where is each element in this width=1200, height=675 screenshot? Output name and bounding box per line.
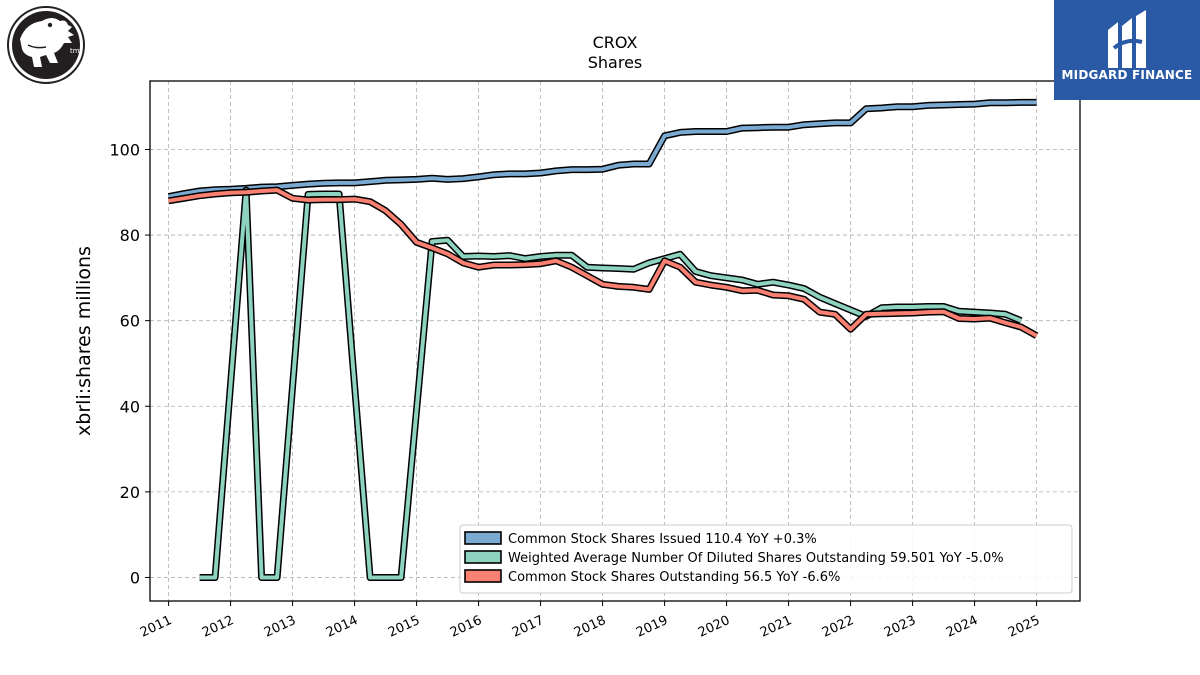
grid [150, 81, 1080, 601]
x-tick-label: 2016 [448, 613, 484, 641]
legend-label: Weighted Average Number Of Diluted Share… [508, 551, 1004, 566]
y-tick-label: 40 [120, 397, 140, 416]
y-tick-label: 60 [120, 312, 140, 331]
x-tick-label: 2015 [386, 613, 422, 641]
crocodile-logo-icon: tm [7, 6, 85, 84]
trademark-mark: tm [70, 47, 80, 55]
x-tick-label: 2019 [634, 613, 670, 641]
y-tick-label: 100 [109, 140, 140, 159]
legend-swatch [464, 531, 502, 545]
x-axis: 2011 2012 2013 2014 2015 2016 2017 2018 2019 2020… [138, 601, 1042, 641]
legend: Common Stock Shares Issued 110.4 YoY +0.… [459, 524, 1073, 594]
legend-swatch [464, 569, 502, 583]
brand-logo: MIDGARD FINANCE [1054, 0, 1200, 100]
legend-swatch [464, 550, 502, 564]
x-tick-label: 2021 [758, 613, 794, 641]
x-tick-label: 2020 [696, 613, 732, 641]
x-tick-label: 2012 [200, 613, 236, 641]
y-tick-label: 80 [120, 226, 140, 245]
crocodile-logo: tm [6, 5, 86, 89]
legend-box [459, 524, 1073, 594]
x-tick-label: 2013 [262, 613, 298, 641]
series-stroke [168, 100, 1037, 199]
series-line-1 [199, 186, 1023, 581]
x-tick-label: 2024 [944, 613, 980, 641]
series-stroke [199, 188, 1022, 580]
x-tick-label: 2011 [138, 613, 174, 641]
brand-mark-icon [1108, 10, 1146, 68]
y-axis-label: xbrli:shares millions [73, 246, 95, 436]
legend-label: Common Stock Shares Outstanding 56.5 YoY… [508, 570, 840, 585]
series-line-0 [167, 98, 1037, 201]
x-tick-label: 2014 [324, 613, 360, 641]
legend-label: Common Stock Shares Issued 110.4 YoY +0.… [508, 532, 817, 547]
brand-name: MIDGARD FINANCE [1061, 68, 1193, 82]
x-tick-label: 2025 [1006, 613, 1042, 641]
series-layer [167, 98, 1039, 581]
chart-subtitle: Shares [588, 53, 643, 72]
y-tick-label: 0 [130, 568, 140, 587]
y-tick-label: 20 [120, 483, 140, 502]
plot-frame [149, 80, 1081, 602]
x-tick-label: 2022 [820, 613, 856, 641]
chart-title: CROX [593, 33, 638, 52]
x-tick-label: 2018 [572, 613, 608, 641]
x-tick-label: 2017 [510, 613, 546, 641]
series-outline [199, 186, 1023, 581]
y-axis: 0 20 40 60 80 100 [109, 140, 150, 587]
series-line-2 [168, 186, 1039, 339]
series-stroke [168, 188, 1038, 338]
x-tick-label: 2023 [882, 613, 918, 641]
